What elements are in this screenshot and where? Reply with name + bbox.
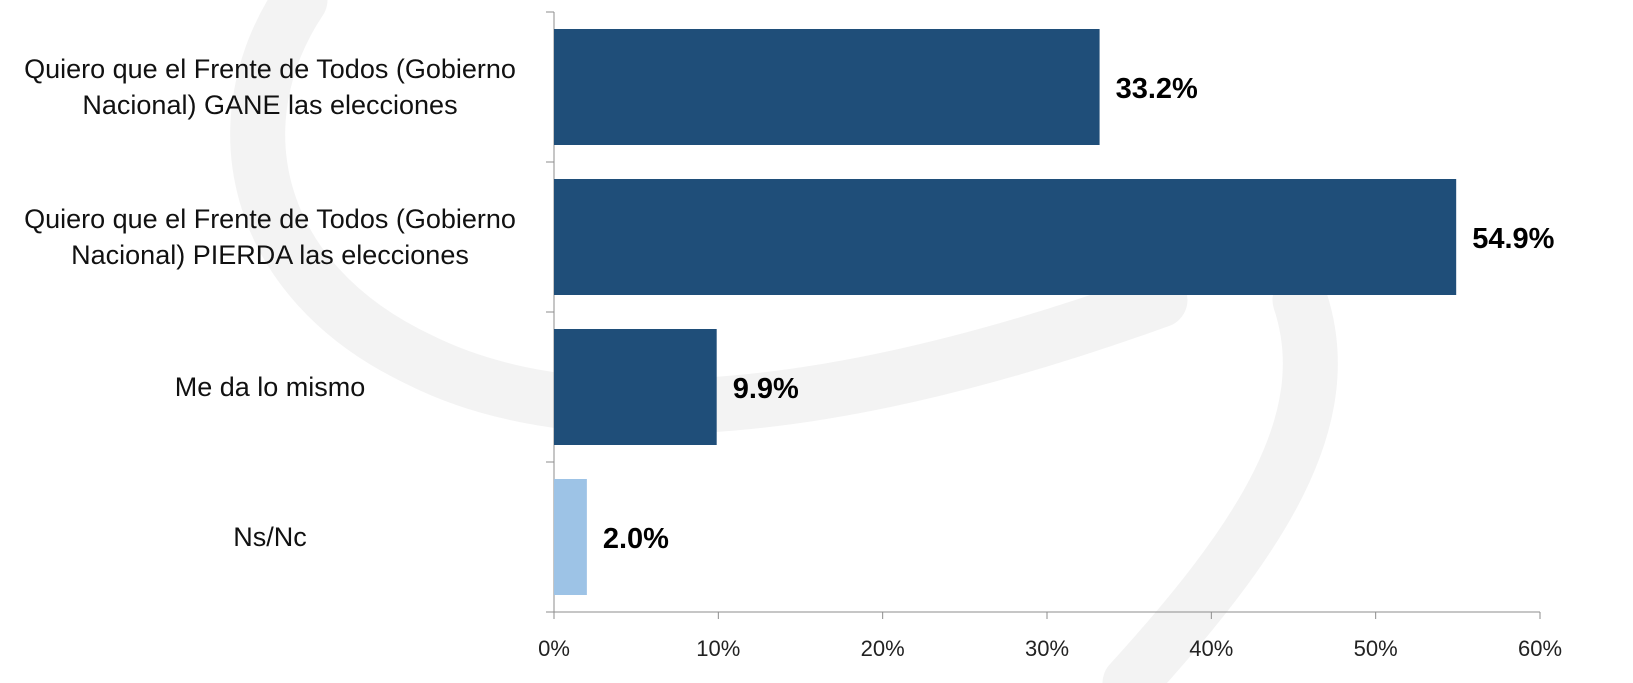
watermark-logo: [230, 0, 1338, 683]
bar: [554, 329, 717, 445]
value-label: 9.9%: [733, 373, 799, 405]
category-label: Quiero que el Frente de Todos (Gobierno N…: [24, 204, 516, 270]
bar: [554, 179, 1457, 295]
x-tick-label: 30%: [1025, 636, 1069, 661]
value-label: 54.9%: [1472, 223, 1554, 255]
category-label-line: Ns/Nc: [233, 522, 307, 552]
x-tick-label: 20%: [861, 636, 905, 661]
bars: [554, 29, 1457, 595]
x-tick-label: 40%: [1189, 636, 1233, 661]
category-label-line: Quiero que el Frente de Todos (Gobierno: [24, 204, 516, 234]
x-tick-label: 60%: [1518, 636, 1562, 661]
axes: 0% 10% 20% 30% 40% 50% 60%: [538, 11, 1562, 661]
x-tick-label: 0%: [538, 636, 570, 661]
category-label-line: Nacional) PIERDA las elecciones: [71, 240, 469, 270]
labels: 33.2% Quiero que el Frente de Todos (Gobi…: [24, 54, 1555, 555]
category-label: Me da lo mismo: [175, 372, 366, 402]
category-label: Ns/Nc: [233, 522, 307, 552]
x-tick-label: 50%: [1354, 636, 1398, 661]
category-label-line: Nacional) GANE las elecciones: [82, 90, 457, 120]
bar: [554, 29, 1100, 145]
value-label: 33.2%: [1116, 73, 1198, 105]
x-tick-label: 10%: [696, 636, 740, 661]
category-label-line: Quiero que el Frente de Todos (Gobierno: [24, 54, 516, 84]
category-label: Quiero que el Frente de Todos (Gobierno N…: [24, 54, 516, 120]
bar: [554, 479, 587, 595]
value-label: 2.0%: [603, 523, 669, 555]
category-label-line: Me da lo mismo: [175, 372, 366, 402]
